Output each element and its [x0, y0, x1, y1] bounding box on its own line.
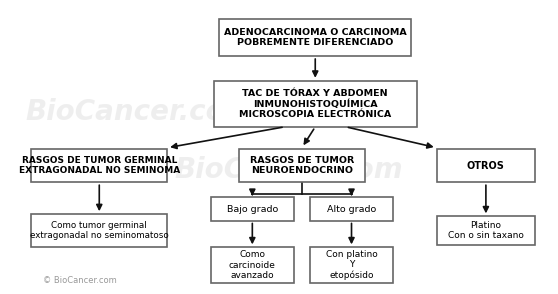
Text: ADENOCARCINOMA O CARCINOMA
POBREMENTE DIFERENCIADO: ADENOCARCINOMA O CARCINOMA POBREMENTE DI…	[224, 28, 407, 47]
Text: RASGOS DE TUMOR
NEUROENDOCRINO: RASGOS DE TUMOR NEUROENDOCRINO	[250, 156, 354, 176]
Text: RASGOS DE TUMOR GERMINAL
EXTRAGONADAL NO SEMINOMA: RASGOS DE TUMOR GERMINAL EXTRAGONADAL NO…	[18, 156, 180, 176]
FancyBboxPatch shape	[239, 149, 364, 182]
Text: Como
carcinoide
avanzado: Como carcinoide avanzado	[229, 250, 276, 280]
Text: OTROS: OTROS	[467, 161, 505, 171]
Text: Como tumor germinal
extragonadal no seminomatoso: Como tumor germinal extragonadal no semi…	[30, 221, 169, 240]
Text: Alto grado: Alto grado	[327, 205, 376, 213]
Text: Platino
Con o sin taxano: Platino Con o sin taxano	[448, 221, 524, 240]
Text: Con platino
Y
etopósido: Con platino Y etopósido	[326, 250, 377, 280]
FancyBboxPatch shape	[436, 216, 535, 245]
FancyBboxPatch shape	[310, 247, 393, 283]
FancyBboxPatch shape	[436, 149, 535, 182]
Text: BioCancer.com: BioCancer.com	[174, 156, 403, 184]
FancyBboxPatch shape	[211, 247, 294, 283]
FancyBboxPatch shape	[31, 149, 167, 182]
FancyBboxPatch shape	[211, 198, 294, 220]
Text: Bajo grado: Bajo grado	[227, 205, 278, 213]
Text: BioCancer.com: BioCancer.com	[25, 98, 253, 126]
Text: © BioCancer.com: © BioCancer.com	[44, 276, 117, 285]
Text: TAC DE TÓRAX Y ABDOMEN
INMUNOHISTOQUÍMICA
MICROSCOPIA ELECTRÓNICA: TAC DE TÓRAX Y ABDOMEN INMUNOHISTOQUÍMIC…	[239, 88, 391, 119]
FancyBboxPatch shape	[31, 214, 167, 247]
FancyBboxPatch shape	[310, 198, 393, 220]
FancyBboxPatch shape	[219, 19, 411, 56]
FancyBboxPatch shape	[214, 81, 417, 127]
